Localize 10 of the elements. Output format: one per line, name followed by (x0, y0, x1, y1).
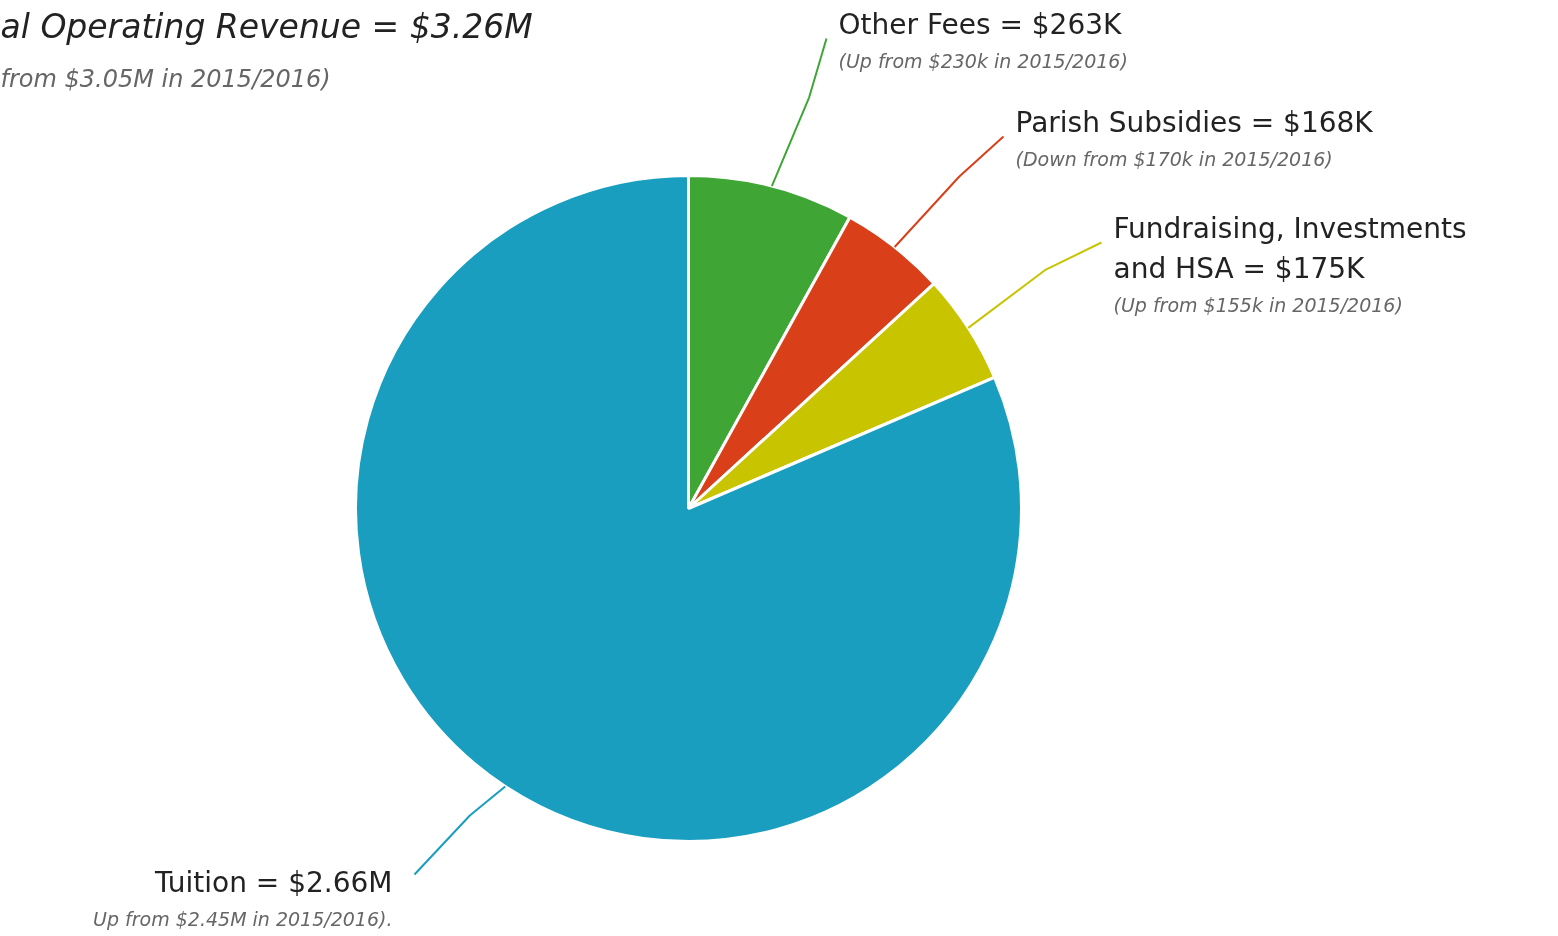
slice-label: Fundraising, Investments and HSA = $175K (1113, 212, 1467, 285)
text: (Up from $155k in 2015/2016) (1113, 293, 1403, 316)
text: from $3.05M in 2015/2016) (0, 64, 331, 93)
slice-label: Tuition = $2.66M (153, 866, 393, 899)
slice-label: Parish Subsidies = $168K (1015, 106, 1374, 139)
slice-label: Other Fees = $263K (838, 8, 1123, 41)
text: (Up from $230k in 2015/2016) (838, 49, 1128, 72)
chart-title: al Operating Revenue = $3.26M (0, 7, 533, 46)
text: Up from $2.45M in 2015/2016). (93, 907, 393, 930)
text: (Down from $170k in 2015/2016) (1015, 147, 1333, 170)
